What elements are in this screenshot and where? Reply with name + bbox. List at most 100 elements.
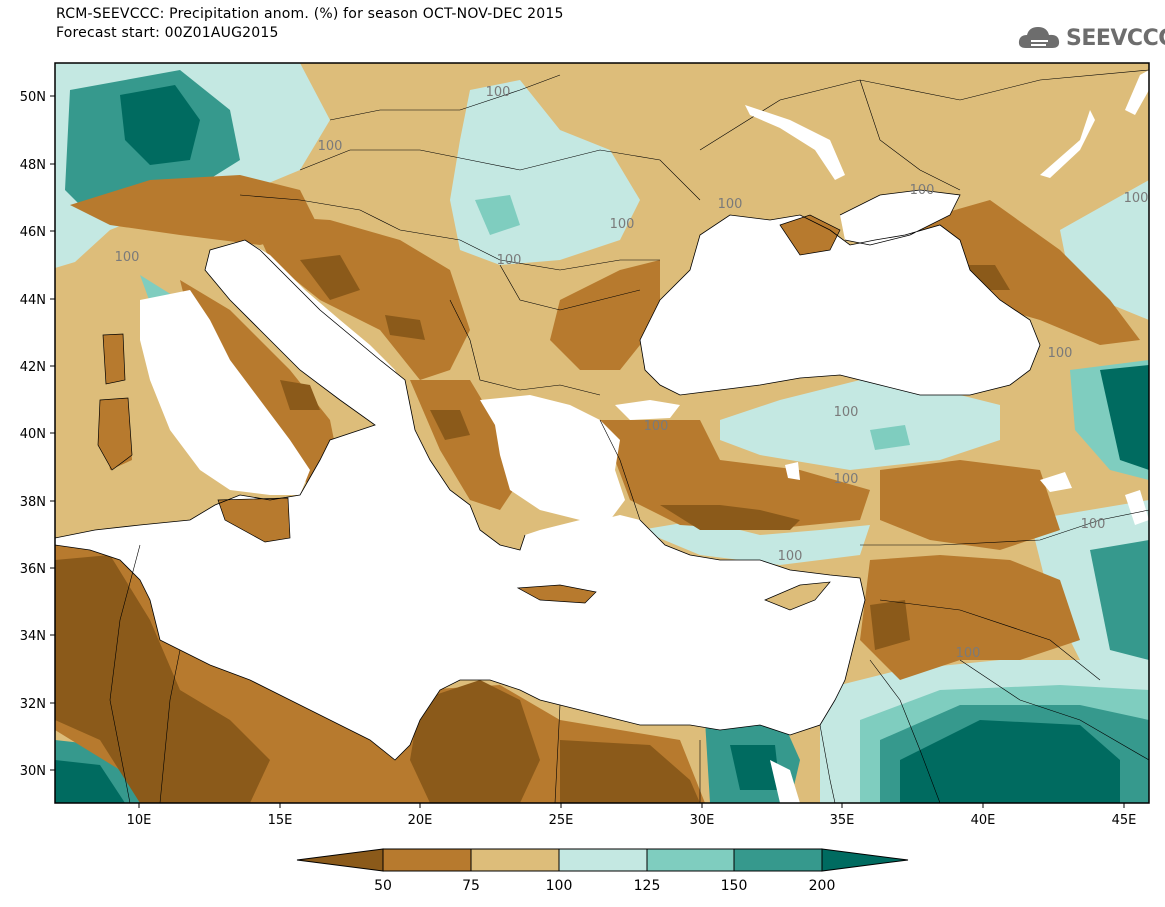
sicily-island (217, 497, 291, 543)
contour-label: 100 (115, 250, 140, 265)
lat-label: 48N (20, 158, 46, 173)
colorbar-swatch (646, 848, 735, 872)
contour-label: 100 (497, 253, 522, 268)
contour-label: 100 (834, 472, 859, 487)
corsica-island (102, 333, 126, 385)
map-title: RCM-SEEVCCC: Precipitation anom. (%) for… (56, 6, 564, 22)
anatolia-wet-spot (870, 425, 910, 450)
greece-dry-core (430, 410, 470, 440)
anatolia-wet-band (720, 380, 1000, 470)
lat-label: 44N (20, 293, 46, 308)
contour-label: 100 (486, 85, 511, 100)
white-patch-ukraine (745, 105, 845, 180)
sahara-wet-core (55, 760, 125, 803)
contour-label: 100 (778, 549, 803, 564)
colorbar-label: 125 (634, 878, 661, 894)
coastlines (55, 189, 1041, 761)
contour-labels: 100 100 100 100 100 100 100 100 100 100 … (115, 85, 1149, 661)
map-field (55, 63, 1149, 803)
mediterranean-sea (55, 240, 865, 760)
cloud-logo-icon (1018, 27, 1060, 48)
lat-label: 36N (20, 562, 46, 577)
contour-label: 100 (718, 197, 743, 212)
colorbar-swatch (470, 848, 560, 872)
colorbar: 50 75 100 125 150 200 (296, 848, 909, 894)
crimea (779, 214, 841, 256)
montenegro-dry-core (385, 315, 425, 340)
lon-label: 30E (690, 813, 715, 828)
nile-wet-core (730, 745, 780, 790)
lon-label: 15E (268, 813, 293, 828)
contour-label: 100 (956, 646, 981, 661)
lat-label: 34N (20, 629, 46, 644)
country-borders (109, 69, 1149, 803)
levant-dry (860, 555, 1080, 680)
contour-label: 100 (610, 217, 635, 232)
balkan-dry (250, 215, 470, 380)
logo-text: SEEVCCC (1066, 26, 1165, 51)
colorbar-label: 75 (462, 878, 480, 894)
longitude-axis: 10E 15E 20E 25E 30E 35E 40E 45E (127, 803, 1137, 828)
seevccc-logo: SEEVCCC (1018, 22, 1165, 54)
lon-label: 25E (549, 813, 574, 828)
egypt-dry-core (560, 740, 700, 803)
romania-dry (550, 260, 660, 370)
azov-sea (840, 190, 960, 245)
balkan-dry-core (300, 255, 360, 300)
lat-label: 46N (20, 225, 46, 240)
libya-dry-core (410, 680, 540, 803)
alps-wet-center (120, 85, 200, 165)
lat-label: 32N (20, 697, 46, 712)
turkey-dry-core (660, 505, 800, 530)
forecast-start-label: Forecast start: 00Z01AUG2015 (56, 25, 279, 41)
contour-label: 100 (1081, 517, 1106, 532)
white-patch-east (1125, 70, 1149, 115)
east-desert-wet-core (1090, 540, 1149, 660)
black-sea (640, 215, 1040, 395)
lat-label: 38N (20, 495, 46, 510)
white-patch-volga (1040, 110, 1095, 178)
colorbar-label: 150 (721, 878, 748, 894)
colorbar-swatch (558, 848, 648, 872)
lon-label: 45E (1112, 813, 1137, 828)
contour-label: 100 (1124, 191, 1149, 206)
red-sea (770, 760, 800, 803)
lat-label: 40N (20, 427, 46, 442)
lat-label: 42N (20, 360, 46, 375)
contour-label: 100 (834, 405, 859, 420)
lake-van (1040, 472, 1072, 492)
lake-spot (785, 462, 800, 480)
lon-label: 20E (408, 813, 433, 828)
contour-label: 100 (910, 183, 935, 198)
hungary-wet-core (475, 195, 520, 235)
latitude-axis: 50N 48N 46N 44N 42N 40N 38N 36N 34N 32N … (20, 90, 55, 779)
contour-label: 100 (318, 139, 343, 154)
algeria-dry-core (55, 555, 270, 803)
lon-label: 40E (971, 813, 996, 828)
colorbar-label: 200 (809, 878, 836, 894)
colorbar-swatch (733, 848, 823, 872)
aegean-sea (480, 395, 625, 520)
italy-dry (180, 280, 340, 490)
colorbar-label: 50 (374, 878, 392, 894)
colorbar-swatch (382, 848, 472, 872)
sardinia-island (97, 397, 133, 471)
caspian-edge (1125, 490, 1149, 525)
contour-label: 100 (1048, 346, 1073, 361)
lat-label: 30N (20, 764, 46, 779)
colorbar-label: 100 (546, 878, 573, 894)
south-coast-wet (640, 520, 870, 565)
arabia-wet-center (900, 720, 1120, 803)
east-anatolia-dry (880, 460, 1060, 550)
cyprus-island (764, 581, 831, 611)
marmara-sea (615, 400, 680, 420)
russia-dry (920, 200, 1140, 345)
lon-label: 10E (127, 813, 152, 828)
crete-island (516, 584, 597, 604)
turkey-west-dry (600, 420, 870, 530)
colorbar-swatch (821, 848, 909, 872)
caucasus-wet-core (1100, 365, 1149, 470)
adriatic-sea (210, 240, 405, 400)
italy-dry-core (280, 380, 320, 410)
